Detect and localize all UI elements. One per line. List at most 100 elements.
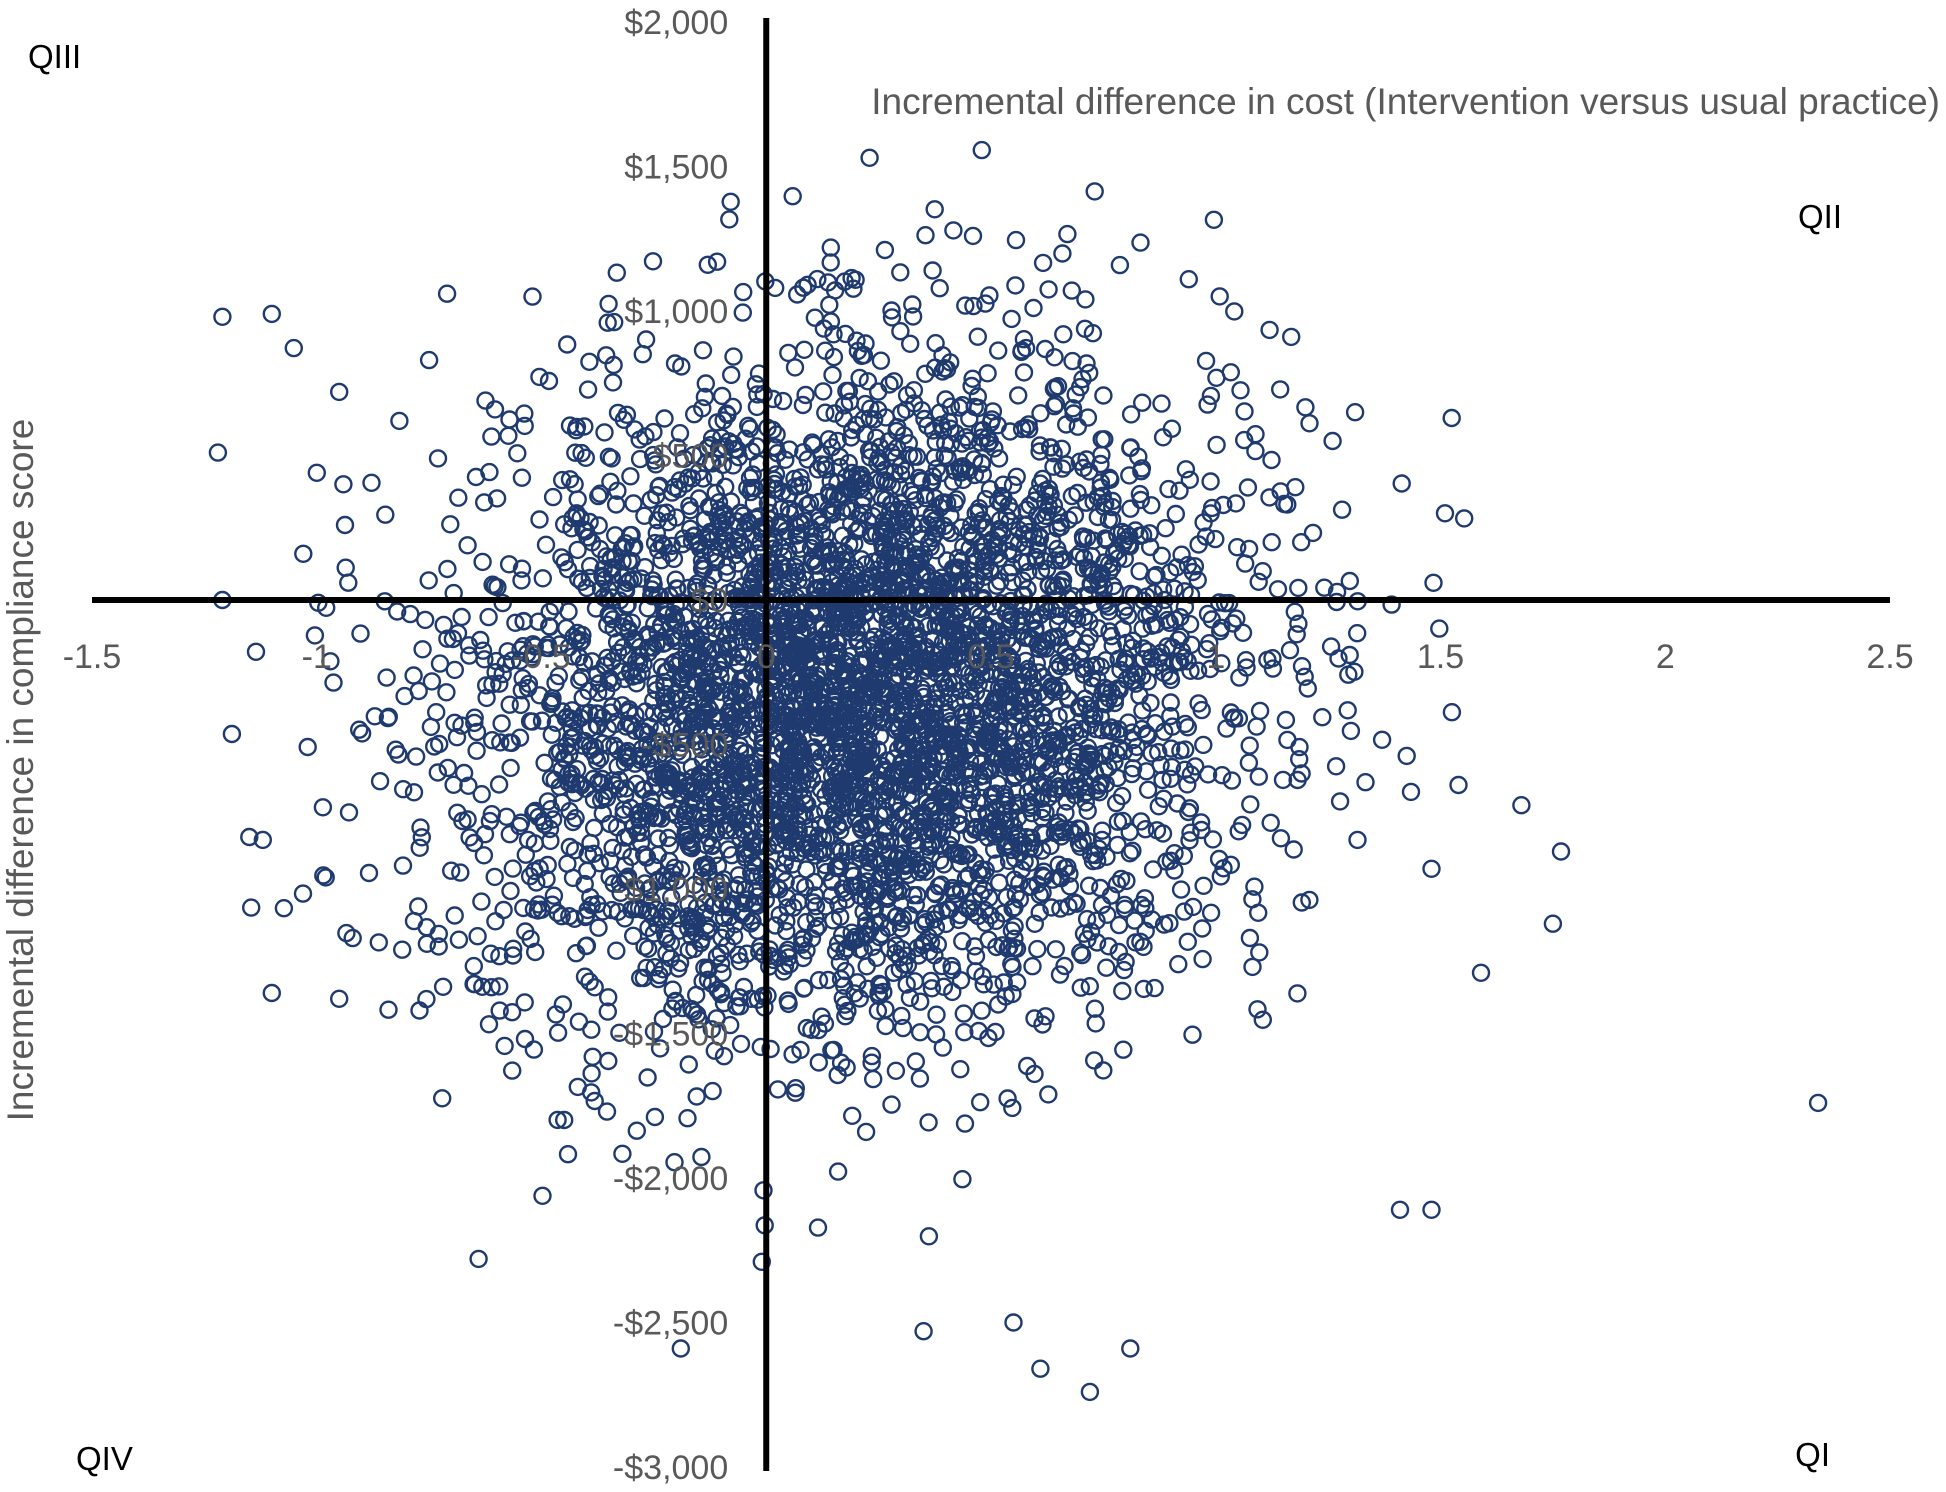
data-point [654,634,673,653]
data-point [1116,649,1136,668]
data-point [788,893,808,912]
data-point [508,444,527,463]
data-point [662,717,682,736]
data-point [945,762,965,782]
data-point [419,571,438,590]
data-point [753,779,772,798]
data-point [912,859,931,879]
data-point [1260,320,1279,340]
data-point [480,811,500,831]
data-point [856,334,875,353]
data-point [582,1064,601,1083]
data-point [369,933,388,952]
data-point [1053,747,1073,766]
data-point [951,1059,970,1079]
data-point [1044,444,1063,463]
data-point [904,381,924,400]
data-point [305,626,325,645]
data-point [321,652,340,671]
data-point [1023,957,1042,976]
data-point [1137,724,1156,743]
data-point [1105,693,1125,713]
data-point [583,1047,602,1067]
data-point [472,892,491,911]
data-point [805,308,825,327]
data-point [334,475,353,494]
data-point [925,511,944,530]
data-point [1016,338,1036,358]
data-point [966,962,985,981]
data-point [1019,662,1039,681]
data-point [1036,734,1055,754]
data-point [1109,942,1129,962]
data-point [884,572,903,592]
data-point [489,775,509,794]
data-point [808,269,827,289]
data-point [566,944,586,963]
data-point [801,657,820,676]
data-point [560,802,579,821]
data-point [963,226,983,246]
data-point [1060,877,1080,896]
data-point [580,703,599,723]
data-point [856,890,875,909]
data-point [949,636,968,656]
data-point [1099,937,1118,956]
data-point [643,252,663,271]
data-point [1084,1051,1104,1070]
data-point [1347,624,1367,643]
data-point [500,410,519,429]
x-tick-label: -1.5 [63,638,122,676]
data-point [730,643,749,663]
data-point [410,1001,429,1020]
data-point [1430,619,1449,638]
data-point [790,539,810,558]
data-point [994,973,1013,992]
data-point [359,863,379,883]
data-point [1061,604,1081,623]
data-point [571,708,590,728]
data-point [662,483,682,502]
data-point [886,944,905,963]
data-point [949,910,968,930]
data-point [512,559,532,578]
data-point [838,479,857,498]
data-point [601,472,620,491]
data-point [1001,610,1020,629]
data-point [1229,822,1248,841]
data-point [995,721,1014,740]
data-point [395,686,414,706]
data-point [613,638,633,657]
data-point [616,717,636,736]
data-point [684,445,703,465]
data-point [1226,494,1246,513]
data-point [608,643,628,662]
data-point [683,619,702,639]
data-point [1284,840,1303,859]
data-point [955,1022,974,1042]
data-point [846,671,866,690]
data-point [990,716,1009,736]
y-tick-label: -$1,000 [613,871,728,909]
data-point [1168,652,1188,671]
data-point [1341,721,1361,741]
data-point [731,503,750,522]
data-point [1206,529,1225,549]
data-point [1241,795,1260,814]
data-point [1161,693,1180,712]
data-point [682,757,701,777]
data-point [1271,829,1291,848]
data-point [826,706,845,726]
data-point [240,827,259,847]
data-point [698,576,717,595]
data-point [851,874,870,893]
data-point [1222,771,1242,790]
y-tick-label: -$500 [641,727,728,765]
data-point [1261,813,1280,832]
data-point [1031,1359,1050,1378]
data-point [1263,659,1283,678]
data-point [731,683,750,702]
data-point [1083,324,1103,343]
data-point [1002,650,1022,670]
data-point [1180,470,1200,489]
